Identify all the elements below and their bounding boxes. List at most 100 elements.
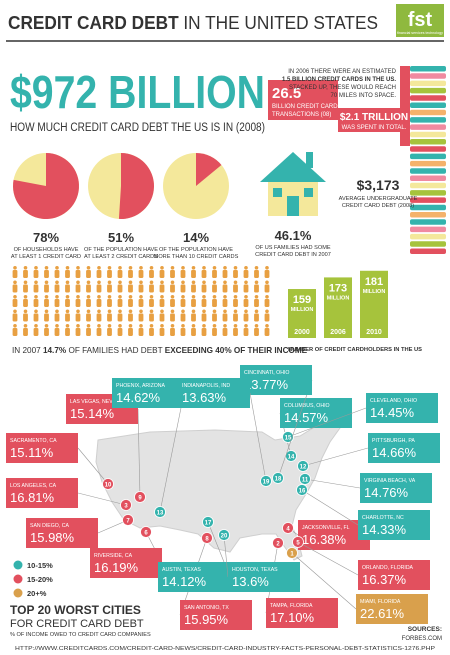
person-head: [55, 266, 59, 270]
person-body: [222, 299, 228, 307]
person-head: [223, 295, 227, 299]
person-icon: [107, 280, 112, 293]
city-rank: 14: [288, 454, 295, 460]
title-rest: IN THE UNITED STATES: [179, 13, 378, 33]
person-head: [233, 309, 238, 314]
city-rank: 12: [300, 464, 307, 470]
transactions-caption: TRANSACTIONS (08): [272, 112, 331, 118]
person-head: [13, 295, 17, 299]
person-body: [12, 328, 18, 336]
person-icon: [128, 280, 133, 293]
person-body: [159, 328, 165, 336]
person-icon: [12, 324, 18, 336]
person-body: [149, 313, 154, 322]
city-box: [266, 598, 338, 628]
person-icon: [86, 280, 91, 293]
cards-note: IN 2006 THERE WERE AN ESTIMATED: [288, 69, 396, 75]
person-icon: [54, 324, 60, 336]
card-stripe: [410, 168, 446, 174]
person-head: [233, 266, 238, 270]
person-icon: [212, 280, 217, 293]
person-head: [202, 295, 206, 299]
person-icon: [54, 295, 60, 307]
person-icon: [180, 324, 186, 336]
city-value: 14.62%: [116, 390, 161, 405]
person-head: [44, 324, 49, 328]
person-body: [128, 299, 133, 307]
person-icon: [233, 309, 238, 322]
person-head: [97, 280, 101, 285]
person-icon: [128, 295, 133, 307]
pie-caption: OF HOUSEHOLDS HAVE: [14, 247, 79, 253]
person-body: [180, 299, 186, 307]
person-icon: [54, 266, 60, 278]
leader-line: [302, 447, 369, 467]
person-head: [23, 266, 28, 270]
person-body: [33, 328, 39, 336]
person-icon: [222, 324, 228, 336]
person-body: [86, 270, 91, 278]
leader-line: [291, 552, 357, 610]
legend-label: 20+%: [27, 589, 47, 598]
person-head: [191, 266, 196, 270]
pie-caption: MORE THAN 10 CREDIT CARDS: [154, 254, 239, 260]
city-box: [240, 365, 312, 395]
person-body: [170, 328, 175, 336]
person-head: [254, 324, 259, 328]
person-head: [118, 324, 122, 328]
person-body: [212, 284, 217, 293]
person-icon: [212, 295, 217, 307]
city-name: COLUMBUS, OHIO: [284, 403, 330, 409]
person-head: [223, 280, 227, 285]
person-icon: [23, 295, 28, 307]
spent-box: [338, 108, 410, 132]
city-value: 13.63%: [182, 390, 227, 405]
city-name: MIAMI, FLORIDA: [360, 599, 401, 605]
city-marker: [122, 514, 134, 526]
person-body: [65, 284, 70, 293]
person-head: [202, 266, 206, 270]
person-body: [23, 328, 28, 336]
person-icon: [233, 324, 238, 336]
city-box: [360, 473, 432, 503]
card-stack-side: [400, 66, 410, 146]
city-value: 14.45%: [370, 405, 415, 420]
person-icon: [149, 324, 154, 336]
bar-unit: MILLION: [363, 289, 386, 295]
person-icon: [233, 280, 238, 293]
person-icon: [75, 309, 81, 322]
person-body: [243, 313, 249, 322]
city-box: [112, 378, 184, 408]
person-icon: [65, 280, 70, 293]
bar: [324, 277, 352, 338]
person-body: [264, 313, 270, 322]
person-head: [149, 324, 154, 328]
card-stripe: [410, 175, 446, 181]
person-head: [107, 266, 112, 270]
person-icon: [191, 309, 196, 322]
undergrad-amount: $3,173: [357, 177, 400, 193]
city-value: 14.33%: [362, 522, 407, 537]
cards-note: 1.5 BILLION CREDIT CARDS IN THE US.: [282, 77, 396, 83]
person-head: [107, 295, 112, 299]
card-stripe: [410, 95, 446, 101]
house-chimney: [306, 152, 313, 168]
person-head: [139, 324, 143, 328]
person-body: [12, 284, 18, 293]
leader-line: [304, 478, 361, 489]
person-head: [265, 280, 269, 285]
person-head: [128, 309, 133, 314]
person-body: [212, 299, 217, 307]
person-head: [223, 309, 227, 314]
city-box: [6, 433, 78, 463]
legend-label: 15-20%: [27, 575, 53, 584]
person-body: [75, 328, 81, 336]
person-body: [33, 284, 39, 293]
person-icon: [96, 266, 102, 278]
person-body: [96, 284, 102, 293]
person-body: [191, 270, 196, 278]
person-icon: [254, 266, 259, 278]
person-head: [65, 295, 70, 299]
person-body: [117, 313, 123, 322]
person-body: [65, 328, 70, 336]
